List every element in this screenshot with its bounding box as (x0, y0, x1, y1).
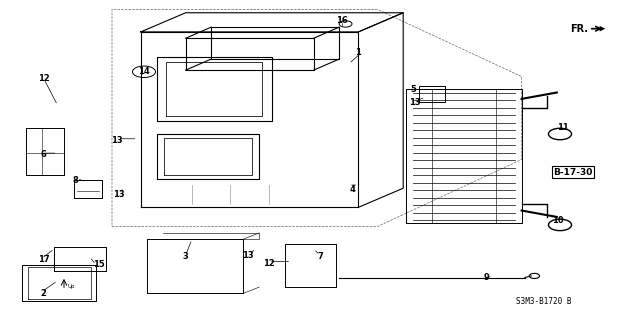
Text: 8: 8 (73, 176, 78, 185)
Text: 10: 10 (552, 216, 564, 225)
Text: B-17-30: B-17-30 (553, 168, 593, 177)
Text: 9: 9 (484, 273, 489, 282)
Text: 11: 11 (557, 123, 569, 132)
Text: Up: Up (67, 284, 75, 289)
Text: 13: 13 (111, 136, 123, 145)
Text: 7: 7 (317, 252, 323, 261)
Text: 12: 12 (263, 259, 275, 268)
Text: 14: 14 (138, 67, 150, 76)
Text: 15: 15 (93, 260, 105, 269)
Text: 13: 13 (409, 98, 420, 107)
Text: FR.: FR. (570, 24, 588, 34)
Text: 5: 5 (410, 85, 416, 94)
Text: 13: 13 (243, 251, 254, 260)
Text: 12: 12 (38, 74, 49, 83)
Text: 4: 4 (349, 185, 355, 194)
Text: 17: 17 (38, 256, 49, 264)
Text: 2: 2 (40, 289, 47, 298)
Text: S3M3-B1720 B: S3M3-B1720 B (516, 297, 572, 306)
Text: 13: 13 (113, 190, 124, 199)
Text: 6: 6 (40, 150, 47, 159)
Text: 16: 16 (337, 16, 348, 25)
Text: 1: 1 (355, 48, 362, 57)
Text: 3: 3 (183, 252, 188, 261)
